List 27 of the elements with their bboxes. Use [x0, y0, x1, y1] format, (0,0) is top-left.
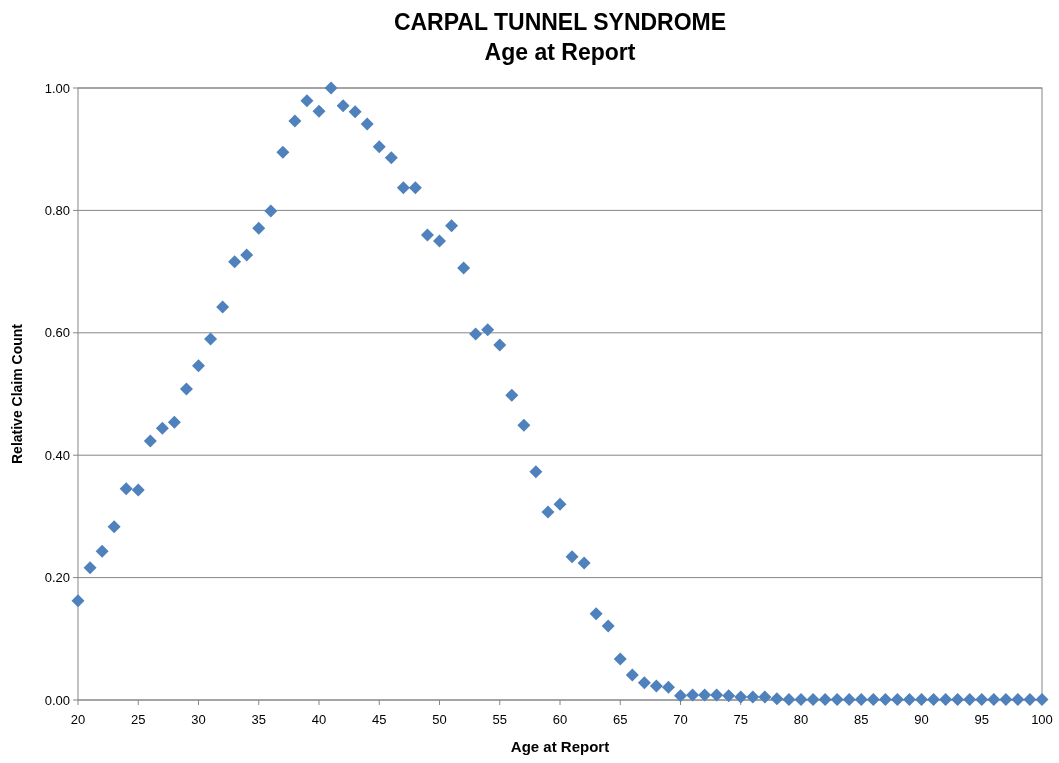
y-tick-label: 0.80: [44, 202, 70, 218]
x-tick-label: 65: [613, 712, 628, 727]
x-tick-label: 45: [372, 712, 387, 727]
x-tick-label: 70: [673, 712, 688, 727]
x-axis-title: Age at Report: [510, 738, 610, 755]
x-tick-label: 35: [251, 712, 266, 727]
x-tick-label: 95: [974, 712, 989, 727]
x-tick-label: 25: [131, 712, 146, 727]
chart-subtitle: Age at Report: [484, 39, 636, 65]
y-tick-label: 0.60: [44, 325, 70, 341]
y-tick-label: 0.00: [44, 692, 70, 708]
y-tick-label: 0.20: [44, 570, 70, 586]
x-tick-label: 100: [1031, 712, 1053, 727]
x-tick-label: 90: [914, 712, 929, 727]
y-axis-title: Relative Claim Count: [9, 323, 25, 465]
x-tick-label: 80: [793, 712, 809, 727]
x-tick-label: 60: [552, 712, 568, 727]
y-tick-label: 0.40: [44, 447, 70, 463]
x-tick-label: 85: [854, 712, 869, 727]
x-tick-label: 40: [311, 712, 327, 727]
x-tick-label: 75: [733, 712, 748, 727]
y-tick-label: 1.00: [44, 80, 70, 96]
x-tick-label: 50: [432, 712, 447, 727]
x-tick-label: 55: [492, 712, 507, 727]
x-tick-label: 20: [70, 712, 86, 727]
chart-title: CARPAL TUNNEL SYNDROME: [393, 9, 727, 35]
x-tick-label: 30: [191, 712, 206, 727]
